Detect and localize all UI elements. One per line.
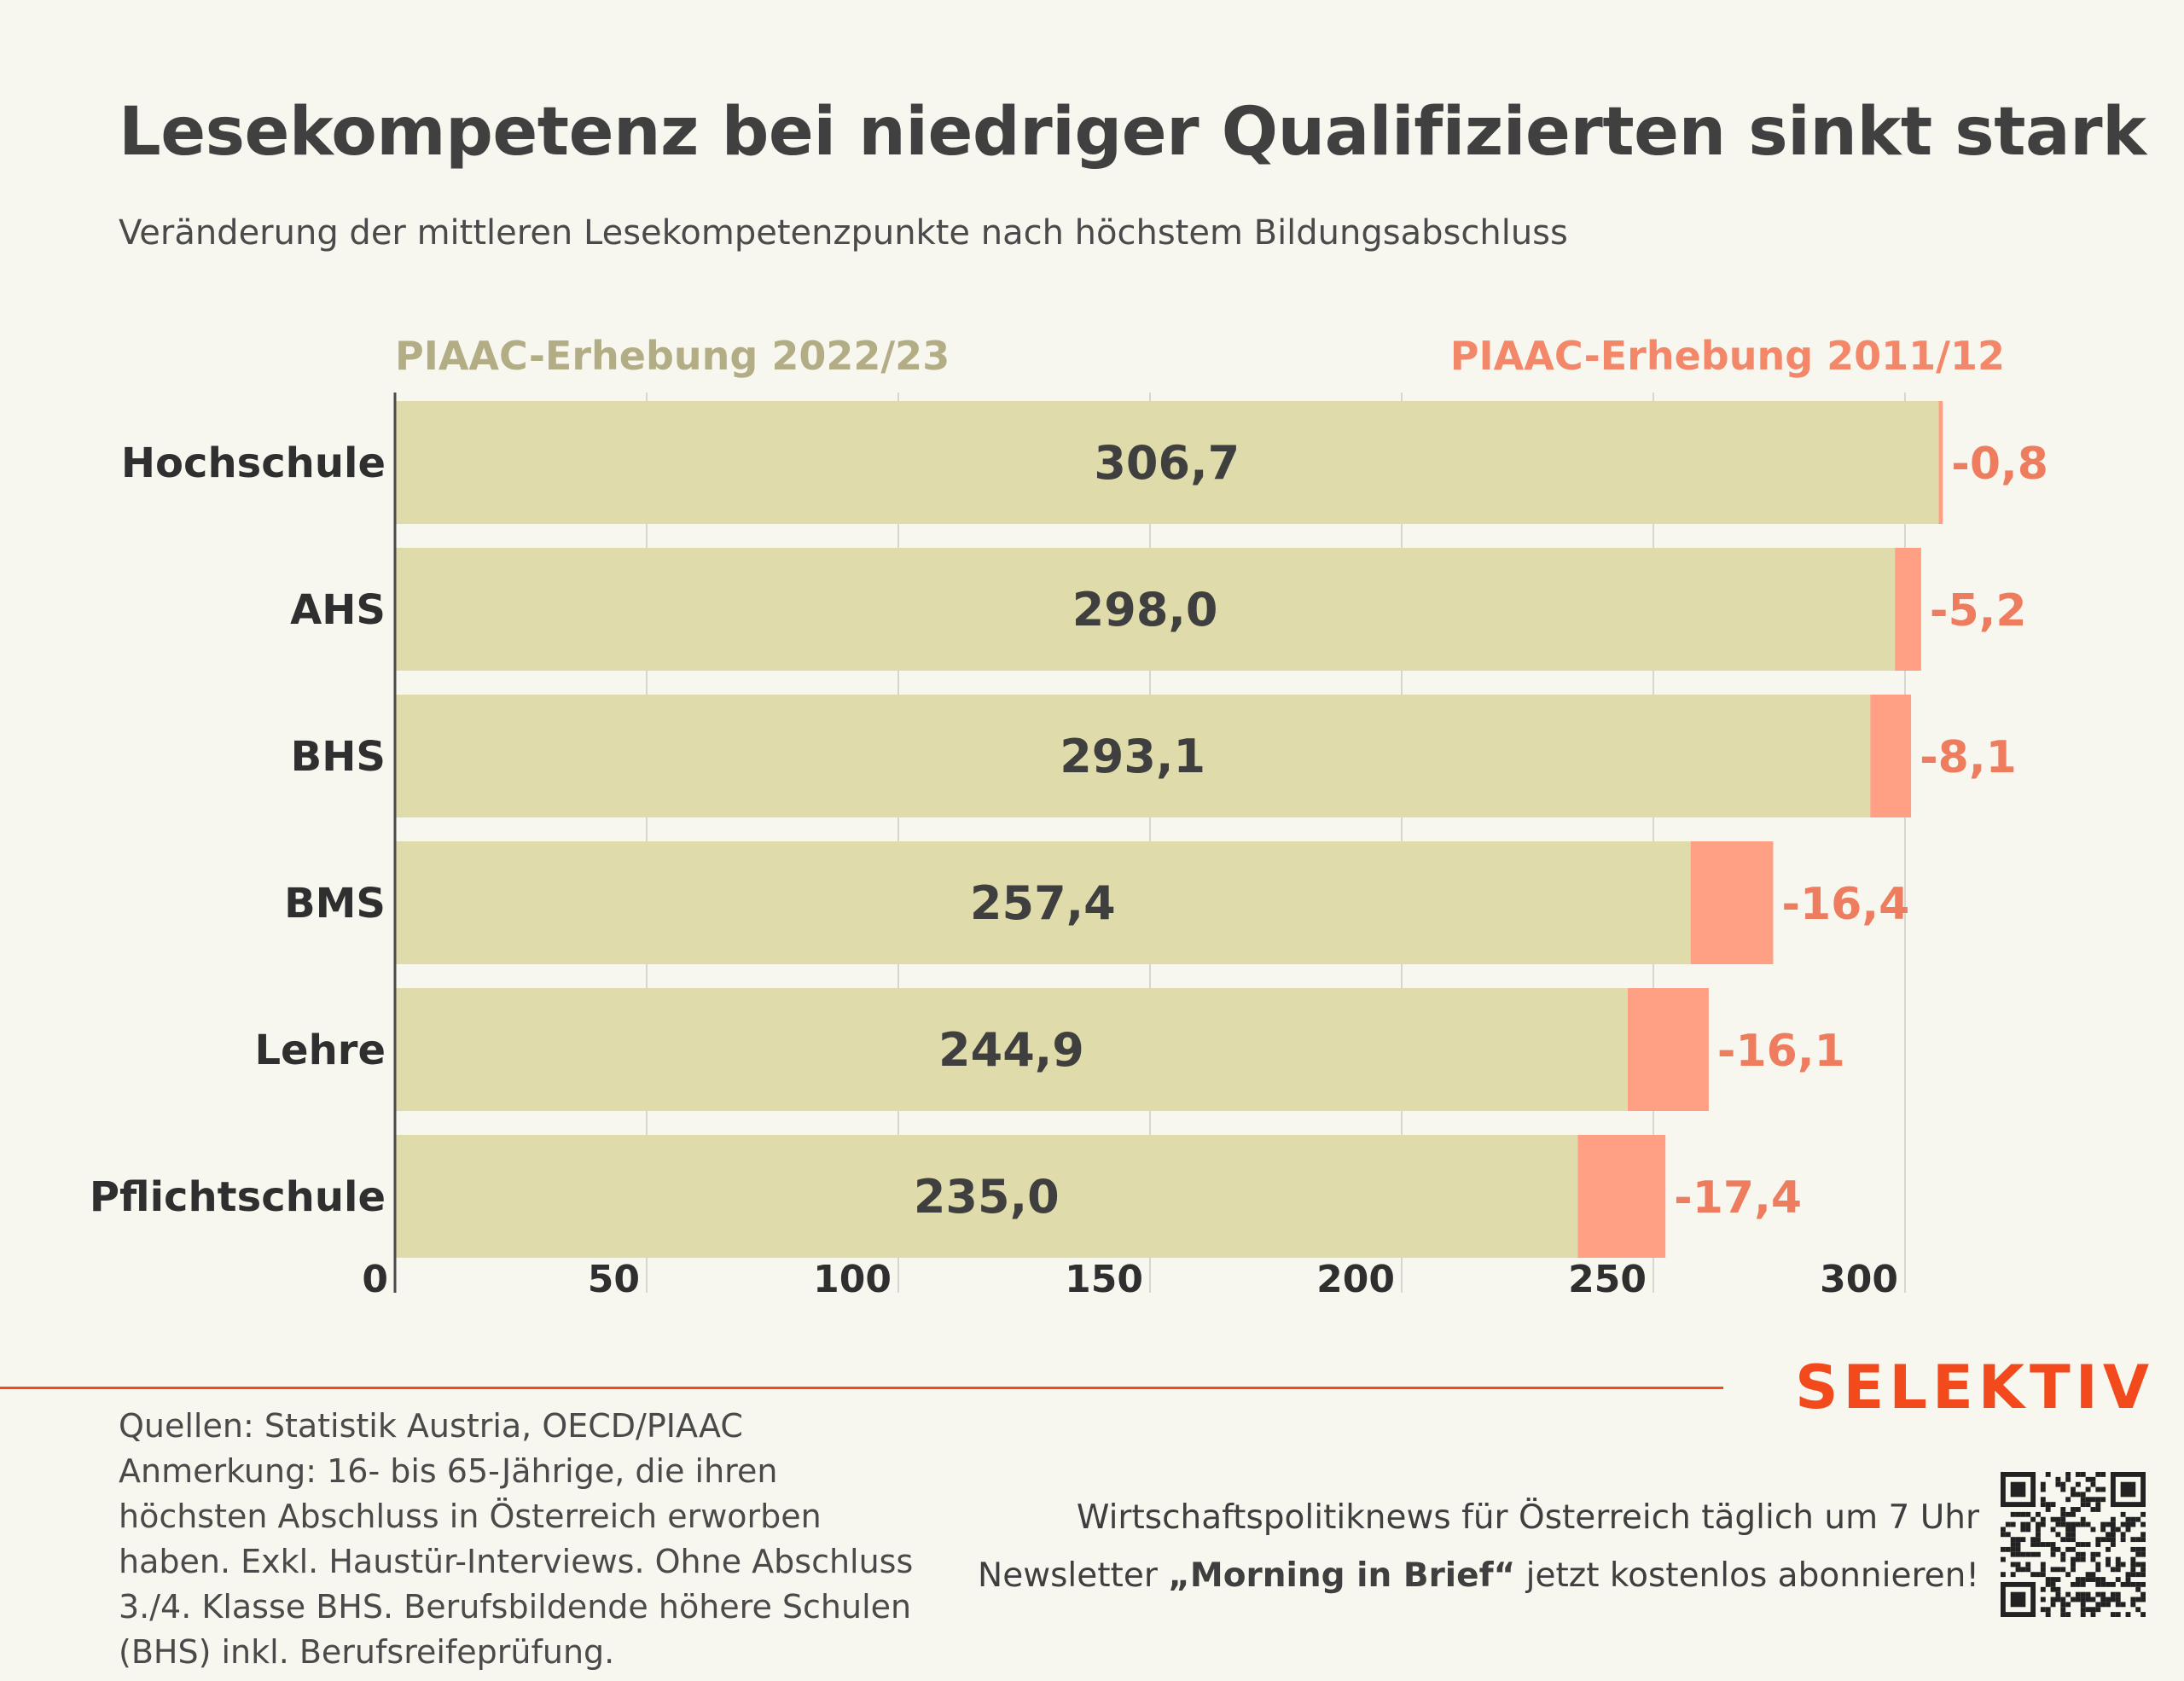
change-label: -0,8 xyxy=(1951,439,2048,490)
bar-change xyxy=(1895,548,1921,671)
note-line: Quellen: Statistik Austria, OECD/PIAAC xyxy=(119,1407,743,1445)
newsletter-name: „Morning in Brief“ xyxy=(1168,1556,1516,1595)
bar-2022 xyxy=(395,401,1939,524)
category-label: AHS xyxy=(290,586,386,634)
qr-code-icon[interactable] xyxy=(2001,1472,2146,1617)
value-label: 293,1 xyxy=(1060,730,1205,783)
bar-2022 xyxy=(395,548,1896,671)
note-line: 3./4. Klasse BHS. Berufsbildende höhere … xyxy=(119,1588,912,1626)
promo-text: Newsletter xyxy=(978,1556,1169,1595)
note-line: Anmerkung: 16- bis 65-Jährige, die ihren xyxy=(119,1452,778,1490)
x-tick-label: 250 xyxy=(1568,1258,1647,1301)
bar-2022 xyxy=(395,841,1691,964)
newsletter-promo: Wirtschaftspolitiknews für Österreich tä… xyxy=(978,1489,1979,1605)
note-line: (BHS) inkl. Berufsreifeprüfung. xyxy=(119,1633,615,1671)
change-label: -8,1 xyxy=(1920,732,2017,783)
change-label: -17,4 xyxy=(1674,1172,1802,1224)
value-label: 298,0 xyxy=(1072,583,1218,637)
bar-change xyxy=(1627,988,1709,1111)
change-label: -16,4 xyxy=(1781,879,1909,930)
promo-text: jetzt kostenlos abonnieren! xyxy=(1515,1556,1979,1595)
legend-entry-2011: PIAAC-Erhebung 2011/12 xyxy=(1449,333,2005,379)
bar-chart: Hochschule 306,7 -0,8 AHS 298,0 -5,2 BHS 293,1 -… xyxy=(90,393,2048,1301)
x-tick-label: 300 xyxy=(1820,1258,1898,1301)
legend-entry-2022: PIAAC-Erhebung 2022/23 xyxy=(395,333,950,379)
x-tick-label: 200 xyxy=(1316,1258,1395,1301)
promo-line-2: Newsletter „Morning in Brief“ jetzt kost… xyxy=(978,1547,1979,1605)
promo-line-1: Wirtschaftspolitiknews für Österreich tä… xyxy=(1076,1498,1979,1537)
bar-change xyxy=(1577,1135,1666,1258)
category-label: BMS xyxy=(284,880,386,928)
bar-change xyxy=(1870,695,1912,817)
value-label: 257,4 xyxy=(970,876,1116,930)
footer-divider xyxy=(0,1387,1723,1389)
chart-title: Lesekompetenz bei niedriger Qualifiziert… xyxy=(119,94,2146,171)
bar-change xyxy=(1690,841,1774,964)
note-line: haben. Exkl. Haustür-Interviews. Ohne Ab… xyxy=(119,1543,914,1580)
category-label: Pflichtschule xyxy=(90,1173,386,1221)
value-label: 244,9 xyxy=(938,1023,1084,1077)
bar-2022 xyxy=(395,1135,1578,1258)
change-label: -5,2 xyxy=(1930,585,2027,637)
value-label: 235,0 xyxy=(914,1170,1060,1224)
source-notes: Quellen: Statistik Austria, OECD/PIAAC A… xyxy=(119,1404,972,1675)
brand-logo: SELEKTIV xyxy=(1795,1352,2154,1422)
bar-change xyxy=(1938,401,1943,524)
change-label: -16,1 xyxy=(1717,1026,1845,1077)
category-label: Lehre xyxy=(254,1027,386,1074)
x-tick-label: 0 xyxy=(362,1258,388,1301)
category-label: BHS xyxy=(291,733,386,781)
bar-2022 xyxy=(395,695,1871,817)
x-tick-label: 50 xyxy=(588,1258,640,1301)
x-tick-label: 100 xyxy=(813,1258,892,1301)
bar-2022 xyxy=(395,988,1628,1111)
x-tick-label: 150 xyxy=(1065,1258,1143,1301)
category-label: Hochschule xyxy=(121,439,386,487)
chart-subtitle: Veränderung der mittleren Lesekompetenzp… xyxy=(119,213,1568,253)
note-line: höchsten Abschluss in Österreich erworbe… xyxy=(119,1498,822,1535)
value-label: 306,7 xyxy=(1094,436,1240,490)
